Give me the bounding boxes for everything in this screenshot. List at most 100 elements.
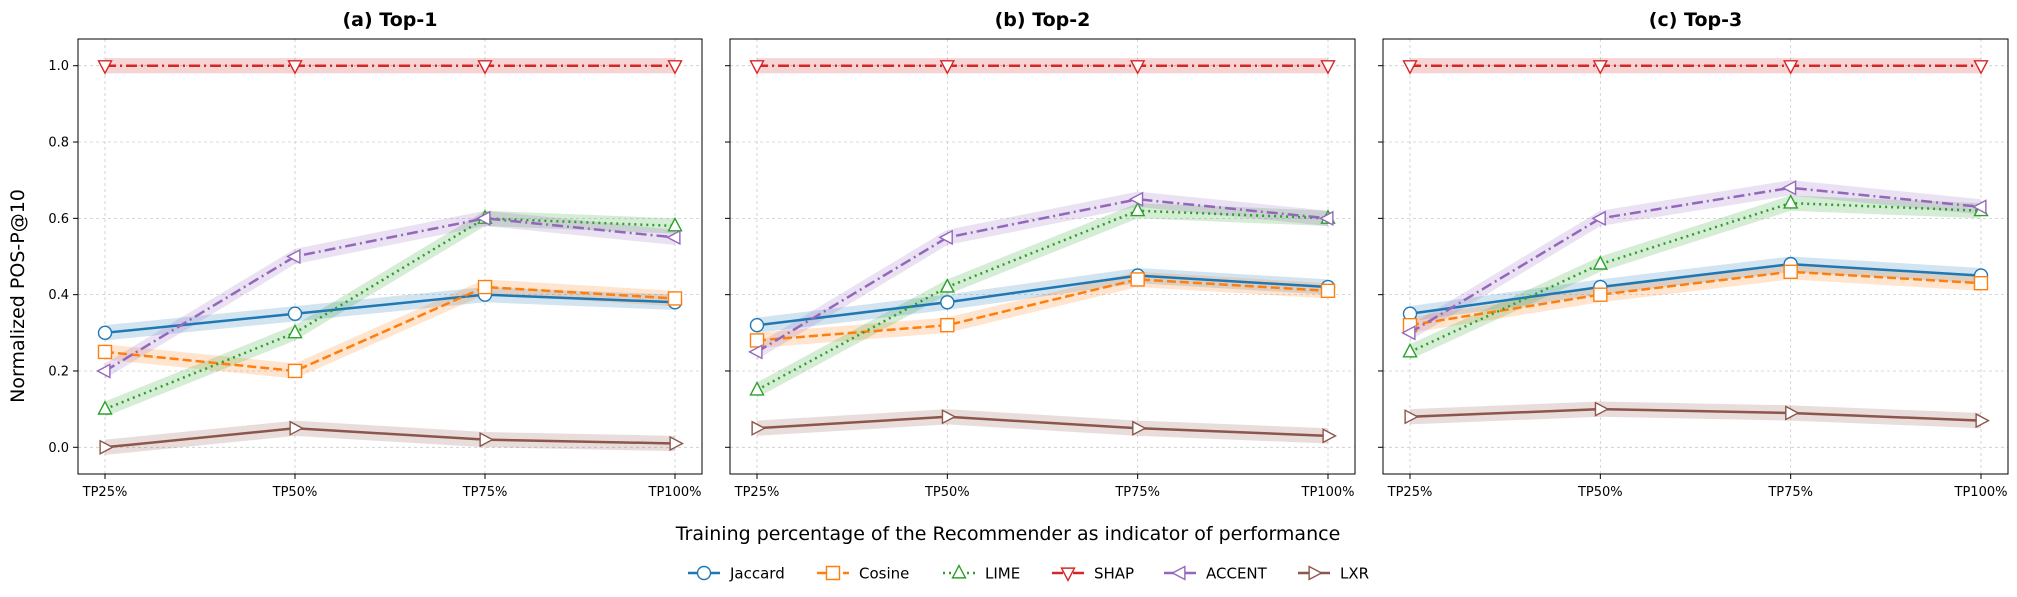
point-lxr bbox=[669, 435, 684, 452]
y-tick-label: 0.6 bbox=[48, 212, 69, 227]
axes-frame bbox=[77, 38, 703, 475]
point-accent bbox=[1319, 210, 1334, 227]
point-accent bbox=[1591, 210, 1606, 227]
panel-2: TP25% TP50% TP75% TP100% (b) Top-2 bbox=[725, 9, 1356, 500]
point-shap bbox=[97, 60, 113, 75]
series-line-accent bbox=[104, 217, 676, 373]
point-cosine bbox=[667, 291, 683, 306]
point-jaccard bbox=[97, 325, 113, 341]
series-line-jaccard bbox=[104, 293, 676, 335]
series-line-cosine bbox=[756, 278, 1329, 342]
y-axis-label: Normalized POS-P@10 bbox=[7, 189, 29, 403]
point-cosine bbox=[940, 317, 955, 333]
point-accent bbox=[748, 344, 763, 360]
series-line-cosine bbox=[1409, 270, 1982, 327]
y-tick-label: 0.4 bbox=[48, 288, 69, 303]
point-lxr bbox=[1594, 401, 1610, 417]
panel-title: (a) Top-1 bbox=[343, 9, 438, 31]
series-line-lxr bbox=[1409, 407, 1982, 422]
panel-3: TP25% TP50% TP75% TP100% (c) Top-3 bbox=[1378, 9, 2009, 500]
legend-marker bbox=[1308, 565, 1323, 581]
panel-1: TP25% TP50% TP75% TP100% 0.0 0.2 0.4 0.6 0.8 1.0 (… bbox=[48, 9, 703, 500]
x-tick-label: TP100% bbox=[648, 485, 702, 500]
legend-marker bbox=[1060, 567, 1076, 582]
point-cosine bbox=[1130, 272, 1145, 287]
band-jaccard bbox=[757, 267, 1328, 333]
x-tick-label: TP100% bbox=[1301, 485, 1355, 500]
series-line-cosine bbox=[104, 285, 676, 373]
band-lxr bbox=[105, 420, 675, 455]
panels: TP25% TP50% TP75% TP100% 0.0 0.2 0.4 0.6 0.8 1.0 (… bbox=[48, 9, 2009, 500]
point-jaccard bbox=[287, 306, 303, 321]
y-tick-label: 0.2 bbox=[48, 364, 69, 379]
legend-label: LXR bbox=[1340, 565, 1369, 583]
point-lime bbox=[749, 381, 765, 396]
series-line-lime bbox=[1409, 201, 1982, 354]
band-accent bbox=[1410, 180, 1981, 341]
legend-item-lxr: LXR bbox=[1298, 565, 1369, 583]
point-cosine bbox=[1973, 276, 1989, 291]
legend-item-shap: SHAP bbox=[1052, 565, 1134, 583]
axes-frame bbox=[1382, 38, 2009, 475]
point-cosine bbox=[1783, 264, 1798, 279]
band-shap bbox=[105, 58, 675, 74]
point-cosine bbox=[1320, 283, 1336, 299]
legend-label: LIME bbox=[985, 565, 1020, 583]
point-lime bbox=[1592, 255, 1608, 270]
point-jaccard bbox=[749, 317, 765, 333]
point-lime bbox=[287, 323, 303, 339]
x-tick-label: TP75% bbox=[1767, 485, 1813, 500]
point-cosine bbox=[97, 344, 113, 360]
point-lime bbox=[939, 278, 955, 293]
point-shap bbox=[1402, 60, 1418, 75]
band-accent bbox=[105, 210, 675, 379]
band-jaccard bbox=[105, 287, 675, 341]
point-lxr bbox=[479, 431, 494, 448]
series-line-accent bbox=[1409, 186, 1982, 334]
point-accent bbox=[1401, 325, 1416, 341]
legend-item-jaccard: Jaccard bbox=[688, 565, 785, 583]
band-jaccard bbox=[1410, 256, 1981, 322]
point-accent bbox=[286, 248, 301, 265]
point-cosine bbox=[287, 363, 303, 379]
band-accent bbox=[757, 191, 1328, 360]
band-lxr bbox=[757, 409, 1328, 444]
point-accent bbox=[1128, 191, 1144, 207]
panel-title: (b) Top-2 bbox=[995, 9, 1091, 31]
series-line-lime bbox=[756, 209, 1329, 392]
series-line-lxr bbox=[104, 426, 676, 449]
series-line-jaccard bbox=[756, 274, 1329, 327]
panel-title: (c) Top-3 bbox=[1649, 9, 1742, 31]
legend-item-lime: LIME bbox=[943, 564, 1020, 583]
band-shap bbox=[1410, 58, 1981, 74]
point-lxr bbox=[1132, 420, 1147, 436]
series-line-lxr bbox=[756, 415, 1329, 438]
point-lxr bbox=[289, 420, 304, 436]
legend-marker bbox=[1171, 565, 1186, 581]
point-jaccard bbox=[940, 295, 955, 310]
point-shap bbox=[1973, 60, 1989, 75]
y-tick-label: 0.0 bbox=[48, 441, 69, 456]
point-shap bbox=[1130, 60, 1146, 75]
point-lxr bbox=[99, 439, 114, 455]
series-line-accent bbox=[756, 198, 1329, 353]
point-lxr bbox=[751, 420, 766, 436]
x-tick-label: TP25% bbox=[1387, 485, 1433, 500]
series-line-lime bbox=[104, 217, 676, 411]
x-axis-label: Training percentage of the Recommender a… bbox=[675, 523, 1341, 545]
point-shap bbox=[667, 60, 683, 75]
series-line-jaccard bbox=[1409, 262, 1982, 315]
point-shap bbox=[1783, 60, 1799, 75]
point-lxr bbox=[941, 409, 957, 425]
legend-marker bbox=[951, 564, 967, 579]
x-tick-label: TP75% bbox=[1114, 485, 1160, 500]
x-tick-label: TP25% bbox=[734, 485, 780, 500]
x-tick-label: TP50% bbox=[1577, 485, 1623, 500]
legend-label: SHAP bbox=[1094, 565, 1134, 583]
band-cosine bbox=[1410, 264, 1981, 333]
point-shap bbox=[477, 60, 493, 75]
legend-label: Cosine bbox=[859, 565, 909, 583]
point-lime bbox=[1783, 194, 1799, 209]
point-accent bbox=[1972, 199, 1987, 215]
